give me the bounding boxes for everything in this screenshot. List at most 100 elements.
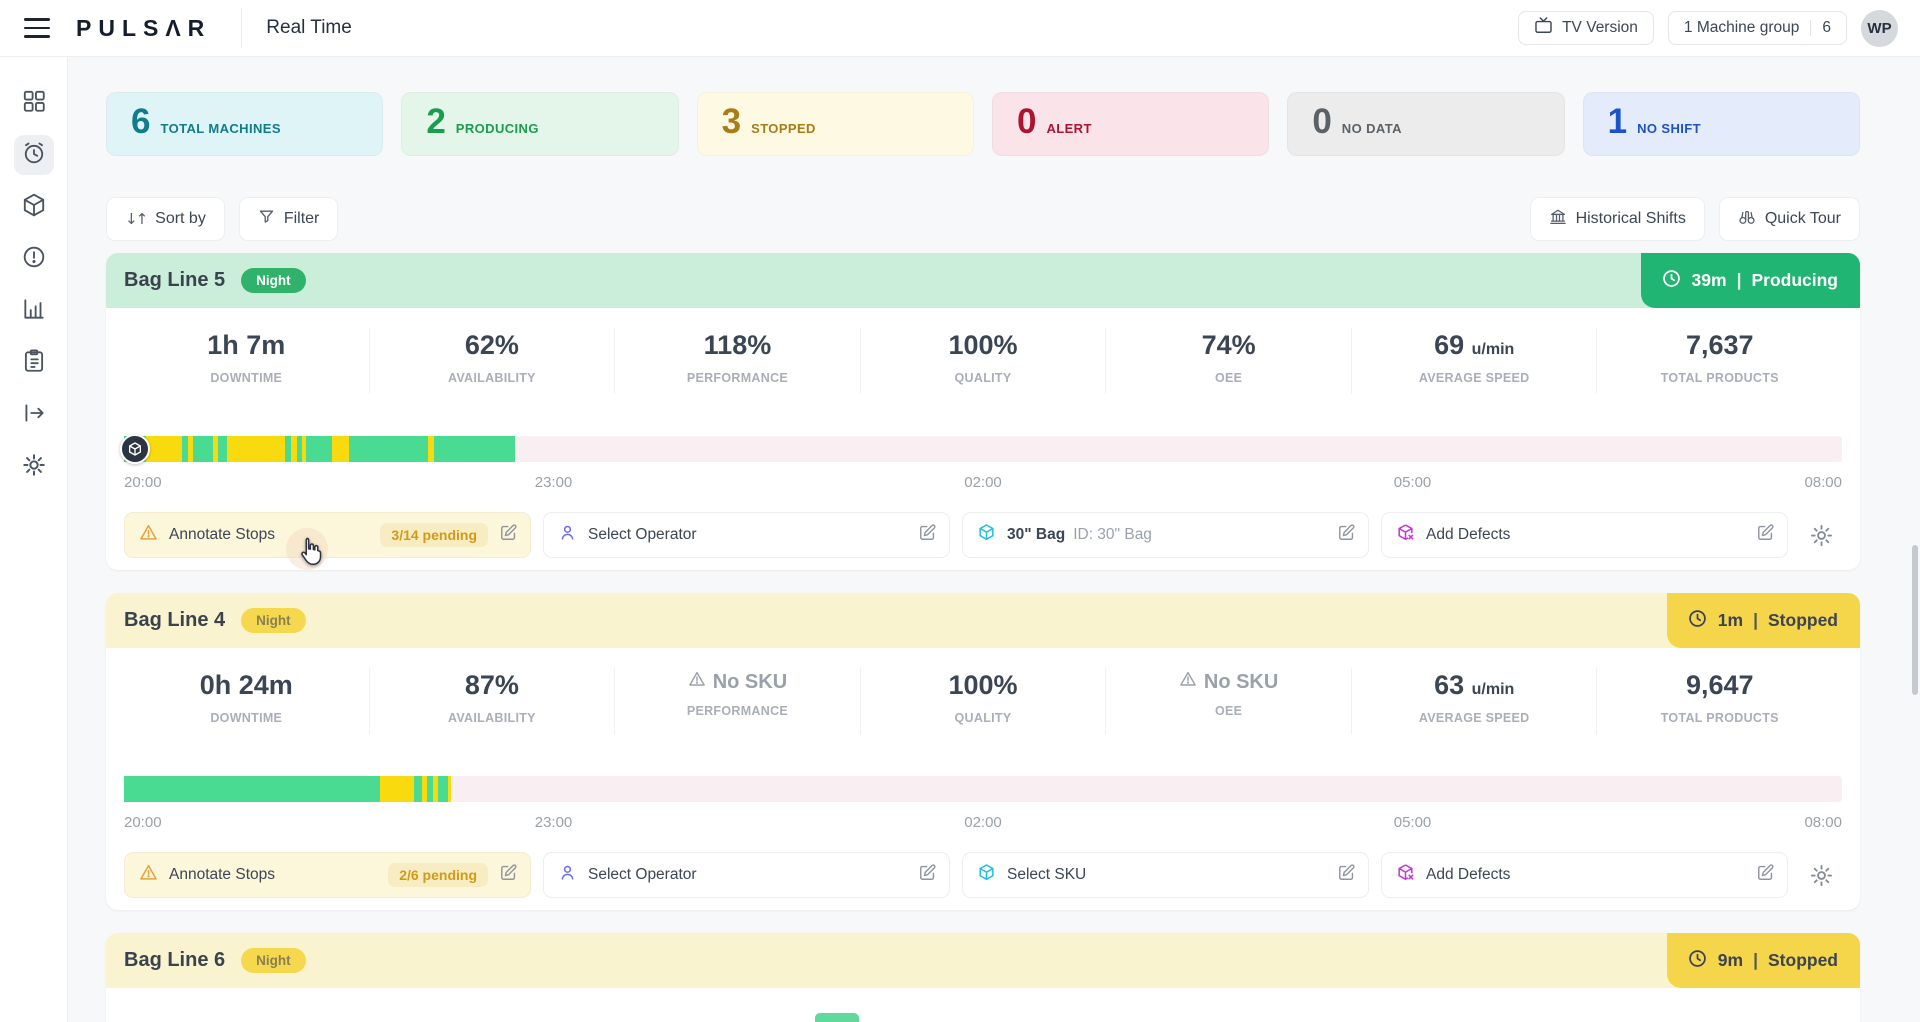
select-operator-button[interactable]: Select Operator <box>543 512 950 558</box>
actions-row: Annotate Stops 2/6 pending Select Operat… <box>124 852 1842 898</box>
page-title: Real Time <box>266 17 352 38</box>
metric-oee: 74% OEE <box>1106 328 1352 394</box>
edit-icon[interactable] <box>918 523 937 547</box>
machine-settings-gear-icon[interactable] <box>1800 512 1842 558</box>
shift-badge: Night <box>241 608 306 633</box>
sku-button[interactable]: Select SKU <box>962 852 1369 898</box>
tv-version-button[interactable]: TV Version <box>1518 11 1654 45</box>
next-content-peek <box>815 1013 859 1022</box>
filter-button[interactable]: Filter <box>238 197 339 241</box>
sidebar-item-settings[interactable] <box>14 447 54 487</box>
pending-count-badge: 3/14 pending <box>380 523 488 547</box>
filter-funnel-icon <box>258 208 275 230</box>
machine-settings-gear-icon[interactable] <box>1800 852 1842 898</box>
summary-card-alert[interactable]: 0 ALERT <box>991 92 1270 156</box>
machine-group-selector[interactable]: 1 Machine group 6 <box>1667 11 1847 45</box>
sidebar-item-analytics[interactable] <box>14 291 54 331</box>
hamburger-menu-icon[interactable] <box>24 18 50 38</box>
machine-card-bag-line-4: Bag Line 4 Night 1m | Stopped 0h 24m DOWNTI… <box>106 593 1860 910</box>
sku-change-marker-icon[interactable] <box>120 434 150 464</box>
sku-name: Select SKU <box>1007 866 1087 883</box>
settings-gear-icon <box>21 452 47 483</box>
annotate-stops-button[interactable]: Annotate Stops 3/14 pending <box>124 512 531 558</box>
main-content: 6 TOTAL MACHINES 2 PRODUCING 3 STOPPED 0… <box>68 57 1920 1022</box>
summary-card-total-machines[interactable]: 6 TOTAL MACHINES <box>106 92 384 156</box>
machine-name: Bag Line 5 <box>124 269 226 291</box>
toolbar-row: ↓↑ Sort by Filter Historical Shifts Quic… <box>106 197 1860 241</box>
sidebar-item-reports[interactable] <box>14 343 54 383</box>
status-badge-stopped[interactable]: 1m | Stopped <box>1666 593 1860 648</box>
clock-icon <box>1687 608 1708 634</box>
sidebar-item-export[interactable] <box>14 395 54 435</box>
sidebar-nav <box>0 57 68 1022</box>
metric-availability: 62% AVAILABILITY <box>370 328 616 394</box>
metrics-row: 1h 7m DOWNTIME 62% AVAILABILITY 118% PERFOR… <box>124 328 1842 394</box>
metric-total-products: 9,647 TOTAL PRODUCTS <box>1660 670 1779 725</box>
edit-icon[interactable] <box>1756 523 1775 547</box>
annotate-stops-button[interactable]: Annotate Stops 2/6 pending <box>124 852 531 898</box>
sku-cube-icon <box>977 863 996 887</box>
machine-header[interactable]: Bag Line 6 Night 9m | Stopped <box>106 933 1860 988</box>
sku-name: 30" Bag <box>1007 526 1066 543</box>
select-operator-button[interactable]: Select Operator <box>543 852 950 898</box>
machine-header[interactable]: Bag Line 4 Night 1m | Stopped <box>106 593 1860 648</box>
status-timeline[interactable] <box>124 776 1842 802</box>
sidebar-item-dashboard[interactable] <box>14 83 54 123</box>
edit-icon[interactable] <box>499 523 518 547</box>
sidebar-item-realtime[interactable] <box>13 135 54 175</box>
defects-cube-icon <box>1396 523 1415 547</box>
historical-shifts-button[interactable]: Historical Shifts <box>1529 197 1705 241</box>
sidebar-item-products[interactable] <box>14 187 54 227</box>
sort-by-button[interactable]: ↓↑ Sort by <box>106 197 225 241</box>
metrics-row: 0h 24m DOWNTIME 87% AVAILABILITY No SKU PE… <box>124 668 1842 734</box>
binoculars-icon <box>1738 208 1756 231</box>
operator-person-icon <box>558 863 577 887</box>
summary-card-stopped[interactable]: 3 STOPPED <box>696 92 974 156</box>
alert-circle-icon <box>21 244 47 275</box>
sort-arrows-icon: ↓↑ <box>125 210 148 228</box>
sku-id: ID: 30" Bag <box>1073 526 1152 543</box>
edit-icon[interactable] <box>1756 863 1775 887</box>
warning-triangle-icon <box>139 523 158 547</box>
bar-chart-icon <box>21 296 47 327</box>
metric-availability: 87% AVAILABILITY <box>370 668 616 734</box>
machine-name: Bag Line 4 <box>124 609 226 631</box>
metric-total-products: 7,637 TOTAL PRODUCTS <box>1660 330 1779 385</box>
pending-count-badge: 2/6 pending <box>388 863 488 887</box>
edit-icon[interactable] <box>1337 863 1356 887</box>
no-sku-warning-icon <box>1179 670 1197 694</box>
quick-tour-button[interactable]: Quick Tour <box>1718 197 1860 241</box>
status-badge-stopped[interactable]: 9m | Stopped <box>1666 933 1860 988</box>
pulsar-logo: PULSΛR <box>76 14 212 41</box>
bank-icon <box>1549 208 1567 231</box>
defects-cube-icon <box>1396 863 1415 887</box>
actions-row: Annotate Stops 3/14 pending Select Opera… <box>124 512 1842 558</box>
sku-button[interactable]: 30" Bag ID: 30" Bag <box>962 512 1369 558</box>
edit-icon[interactable] <box>499 863 518 887</box>
summary-card-no-data[interactable]: 0 NO DATA <box>1287 92 1565 156</box>
metric-quality: 100% QUALITY <box>861 328 1107 394</box>
sidebar-item-alerts[interactable] <box>14 239 54 279</box>
summary-card-no-shift[interactable]: 1 NO SHIFT <box>1582 92 1860 156</box>
clock-icon <box>1661 268 1682 294</box>
user-avatar[interactable]: WP <box>1861 9 1898 47</box>
edit-icon[interactable] <box>918 863 937 887</box>
machine-card-bag-line-5: Bag Line 5 Night 39m | Producing 1h 7m DOWN… <box>106 253 1860 570</box>
edit-icon[interactable] <box>1337 523 1356 547</box>
machine-group-count: 6 <box>1822 19 1831 36</box>
metric-oee: No SKU OEE <box>1106 668 1352 734</box>
machine-card-bag-line-6: Bag Line 6 Night 9m | Stopped <box>106 933 1860 1022</box>
machine-header[interactable]: Bag Line 5 Night 39m | Producing <box>106 253 1860 308</box>
top-header: PULSΛR Real Time TV Version 1 Machine gr… <box>0 0 1920 57</box>
logout-arrow-icon <box>21 400 47 431</box>
status-badge-producing[interactable]: 39m | Producing <box>1640 253 1860 308</box>
clipboard-icon <box>21 348 47 379</box>
add-defects-button[interactable]: Add Defects <box>1381 512 1788 558</box>
cube-icon <box>21 192 47 223</box>
scrollbar-thumb[interactable] <box>1912 545 1918 695</box>
add-defects-button[interactable]: Add Defects <box>1381 852 1788 898</box>
summary-card-producing[interactable]: 2 PRODUCING <box>401 92 679 156</box>
status-timeline[interactable] <box>120 434 1842 464</box>
tv-icon <box>1534 16 1553 40</box>
metric-performance: 118% PERFORMANCE <box>615 328 861 394</box>
